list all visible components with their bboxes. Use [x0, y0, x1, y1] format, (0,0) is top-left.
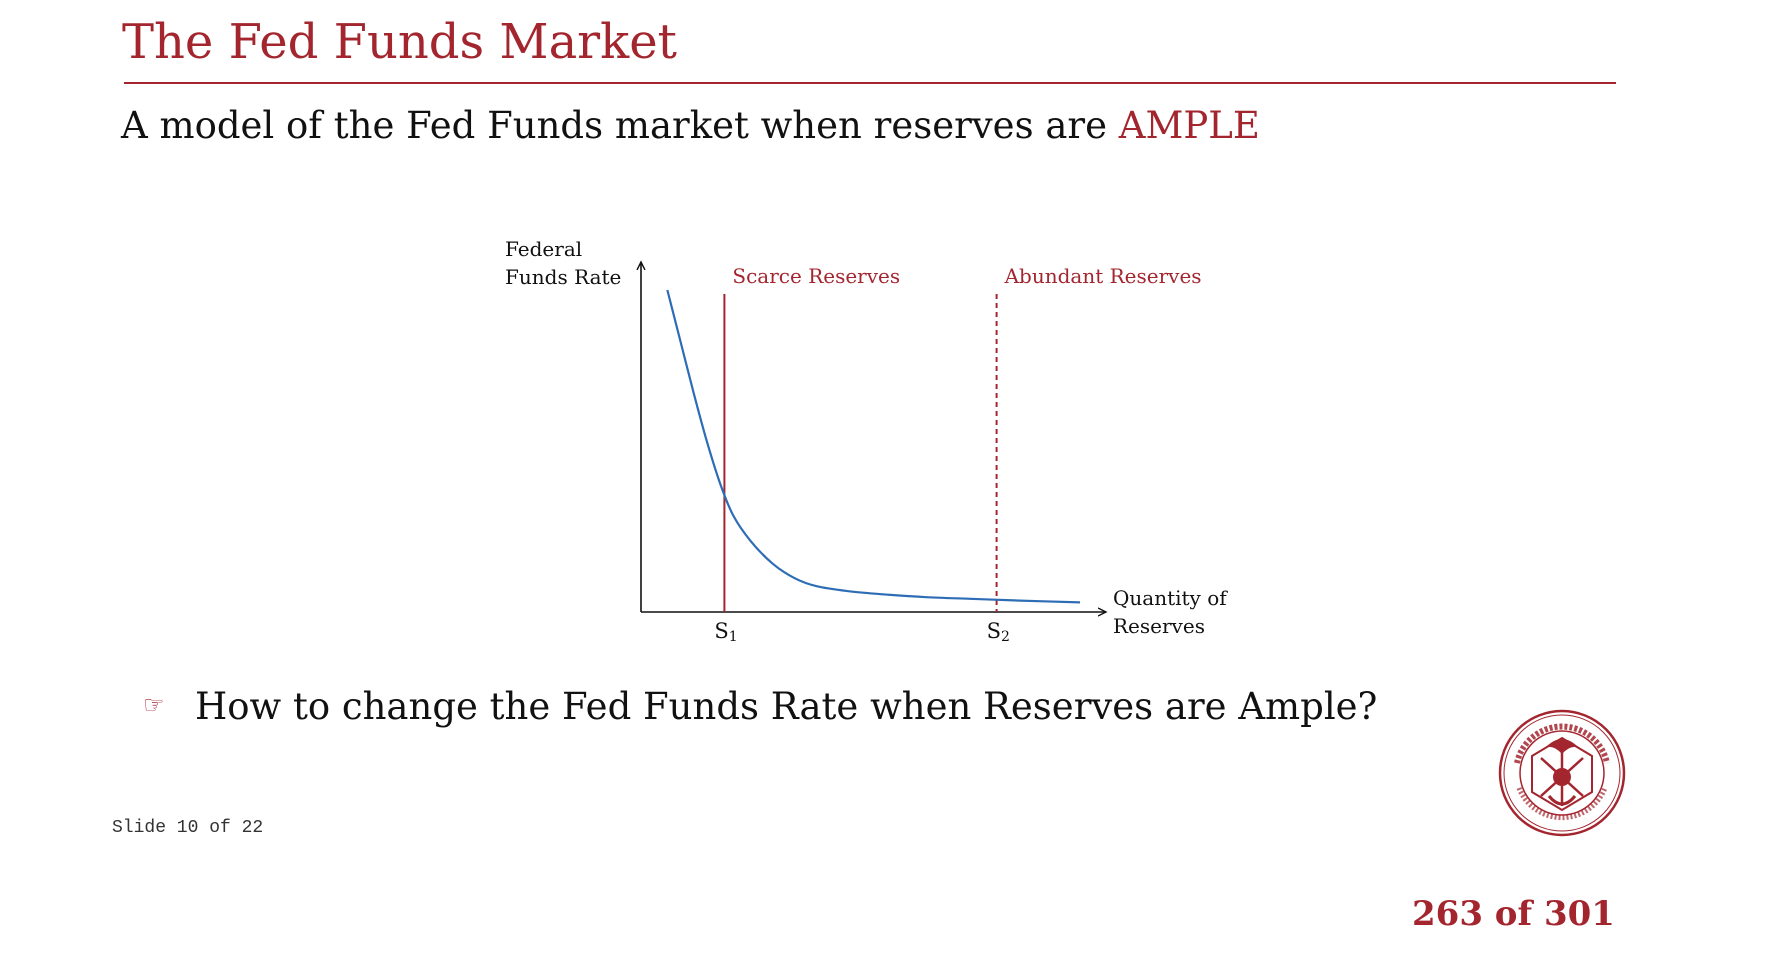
x-axis-label-line-2: Reserves	[1113, 614, 1205, 638]
y-axis-label-line-2: Funds Rate	[505, 265, 621, 289]
x-tick-s2: S2	[987, 619, 1010, 645]
slide-subtitle: A model of the Fed Funds market when res…	[121, 104, 1260, 147]
demand-curve-series-1	[666, 289, 1081, 604]
bullet-text: How to change the Fed Funds Rate when Re…	[195, 685, 1378, 728]
subtitle-text: A model of the Fed Funds market when res…	[121, 104, 1119, 147]
title-divider	[124, 82, 1616, 84]
y-axis-label-line-1: Federal	[505, 237, 582, 261]
bullet-point: ☞ How to change the Fed Funds Rate when R…	[143, 685, 1377, 728]
supply-line-label-1: Scarce Reserves	[732, 264, 900, 288]
supply-line-label-2: Abundant Reserves	[1004, 264, 1202, 288]
subtitle-highlight: AMPLE	[1118, 104, 1260, 147]
slide-title: The Fed Funds Market	[122, 14, 677, 70]
pointing-hand-icon: ☞	[143, 691, 165, 719]
page-number: 263 of 301	[1412, 894, 1615, 934]
x-tick-s1: S1	[714, 619, 737, 645]
university-seal-icon	[1498, 709, 1626, 837]
x-axis-label-line-1: Quantity of	[1113, 586, 1228, 610]
slide-counter: Slide 10 of 22	[112, 818, 264, 838]
